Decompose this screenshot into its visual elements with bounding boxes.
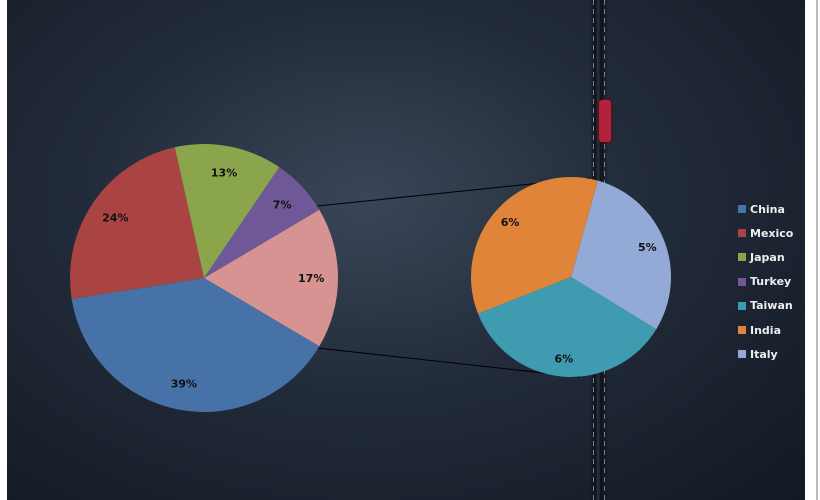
legend-label: Turkey <box>750 275 792 289</box>
legend: China Mexico Japan Turkey Taiwan India Italy <box>738 197 793 366</box>
legend-label: Taiwan <box>750 299 793 313</box>
connector-line-bottom <box>316 347 581 378</box>
secondary-slice-taiwan[interactable] <box>477 277 657 378</box>
secondary-slice-india[interactable] <box>470 176 598 314</box>
legend-item-taiwan: Taiwan <box>738 294 793 318</box>
legend-item-china: China <box>738 197 793 221</box>
primary-label-china: 39% <box>171 377 197 390</box>
secondary-slice-italy[interactable] <box>571 180 671 330</box>
red-tag <box>599 100 611 142</box>
legend-item-italy: Italy <box>738 342 793 366</box>
legend-label: Japan <box>750 250 785 264</box>
primary-slice-china[interactable] <box>71 278 320 412</box>
legend-label: India <box>750 323 781 337</box>
frame-border <box>816 0 818 500</box>
legend-swatch <box>738 253 746 262</box>
primary-label-japan: 13% <box>211 167 237 180</box>
legend-label: Italy <box>750 347 778 361</box>
primary-label-other: 17% <box>298 272 324 285</box>
legend-item-mexico: Mexico <box>738 221 793 245</box>
primary-slice-japan[interactable] <box>174 144 280 278</box>
legend-swatch <box>738 205 746 214</box>
secondary-label-taiwan: 6% <box>554 353 573 366</box>
primary-slice-turkey[interactable] <box>204 167 320 278</box>
legend-swatch <box>738 350 746 359</box>
legend-label: Mexico <box>750 226 794 240</box>
legend-swatch <box>738 326 746 335</box>
legend-swatch <box>738 229 746 238</box>
primary-label-mexico: 24% <box>102 212 128 225</box>
legend-item-japan: Japan <box>738 245 793 269</box>
primary-slice-other[interactable] <box>204 209 338 347</box>
secondary-label-italy: 5% <box>638 241 657 254</box>
secondary-label-india: 6% <box>501 216 520 229</box>
legend-label: China <box>750 202 785 216</box>
primary-slice-mexico[interactable] <box>69 147 204 299</box>
legend-item-india: India <box>738 318 793 342</box>
legend-item-turkey: Turkey <box>738 270 793 294</box>
legend-swatch <box>738 277 746 286</box>
primary-label-turkey: 7% <box>273 199 292 212</box>
legend-swatch <box>738 301 746 310</box>
